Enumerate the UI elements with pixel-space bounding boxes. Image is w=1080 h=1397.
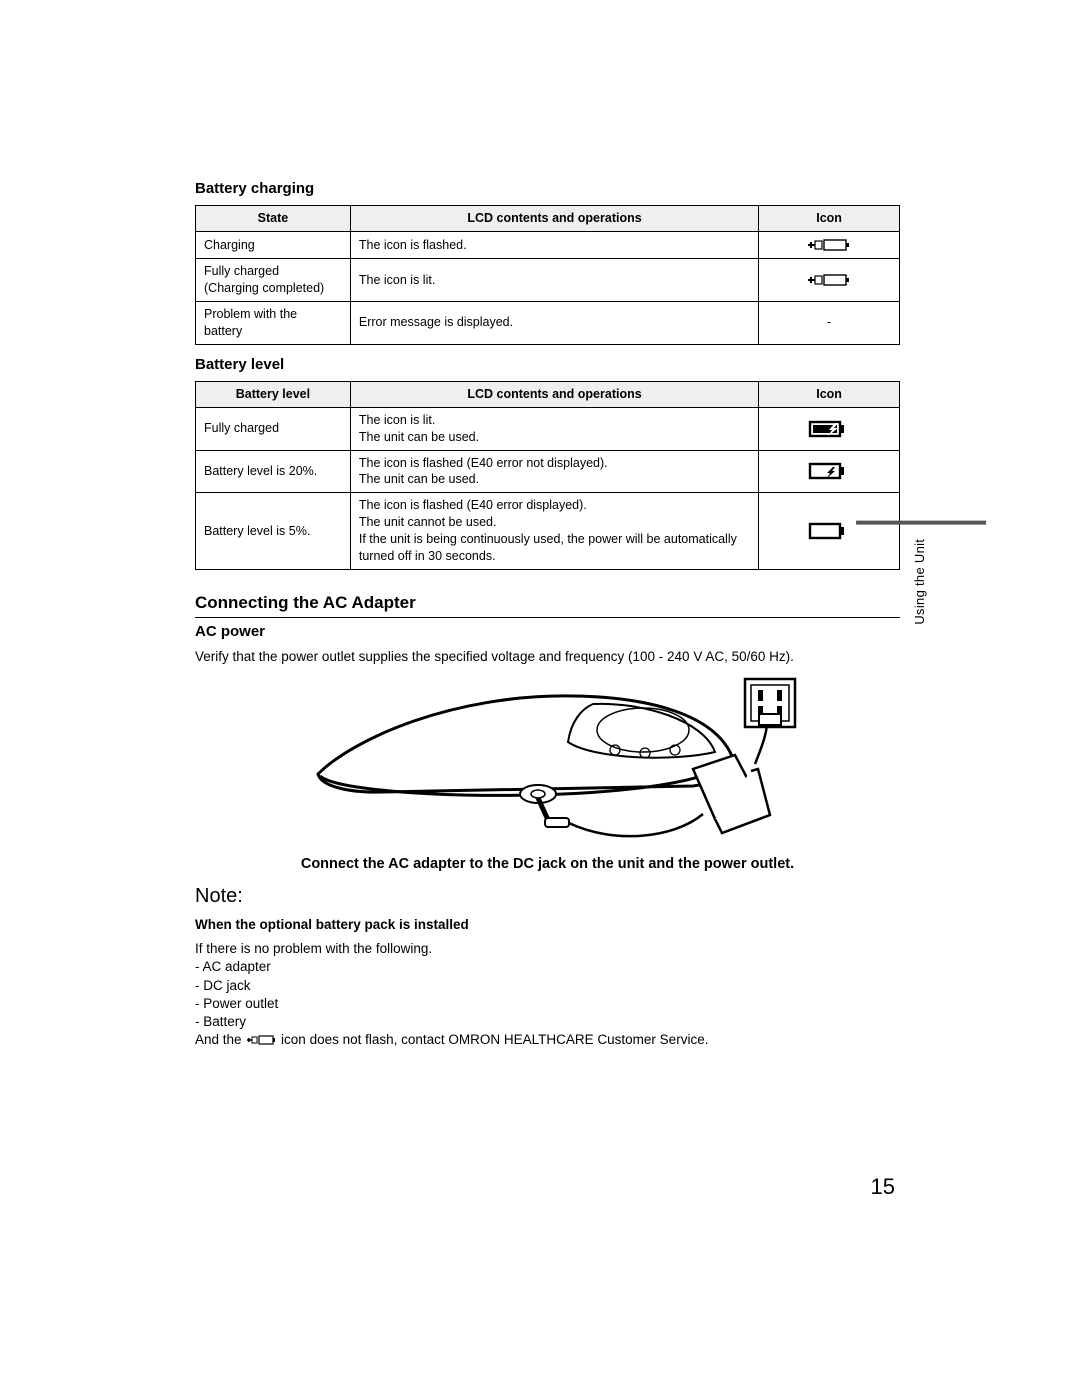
batt-empty-icon	[806, 522, 852, 540]
table-row: Battery level is 5%.The icon is flashed …	[196, 493, 900, 570]
page-number: 15	[871, 1172, 895, 1202]
table-row: Battery level is 20%.The icon is flashed…	[196, 450, 900, 493]
table-row: Fully charged(Charging completed)The ico…	[196, 259, 900, 302]
col-icon: Icon	[759, 206, 900, 232]
side-tab-label: Using the Unit	[911, 539, 929, 625]
col-level: Battery level	[196, 381, 351, 407]
battery-charging-heading: Battery charging	[195, 179, 900, 199]
list-item: - AC adapter	[195, 958, 900, 976]
col-state: State	[196, 206, 351, 232]
battery-charging-table: State LCD contents and operations Icon C…	[195, 205, 900, 344]
plug-battery-icon	[245, 1033, 277, 1047]
note-subheading: When the optional battery pack is instal…	[195, 916, 900, 934]
plug-batt-icon	[806, 271, 852, 289]
table-row: ChargingThe icon is flashed.	[196, 232, 900, 259]
battery-level-heading: Battery level	[195, 355, 900, 375]
note-list: - AC adapter- DC jack- Power outlet- Bat…	[195, 958, 900, 1031]
col-operations: LCD contents and operations	[350, 206, 758, 232]
ac-adapter-caption: Connect the AC adapter to the DC jack on…	[195, 855, 900, 875]
batt-full-icon	[806, 420, 852, 438]
list-item: - DC jack	[195, 977, 900, 995]
ac-adapter-heading: Connecting the AC Adapter	[195, 592, 900, 618]
list-item: - Battery	[195, 1013, 900, 1031]
plug-batt-icon	[806, 236, 852, 254]
page: Using the Unit Battery charging State LC…	[0, 0, 1080, 1397]
battery-level-table: Battery level LCD contents and operation…	[195, 381, 900, 570]
ac-power-heading: AC power	[195, 622, 900, 642]
note-label: Note:	[195, 883, 900, 910]
col-operations-2: LCD contents and operations	[350, 381, 758, 407]
table-row: Fully chargedThe icon is lit.The unit ca…	[196, 407, 900, 450]
ac-power-para: Verify that the power outlet supplies th…	[195, 648, 900, 666]
col-icon-2: Icon	[759, 381, 900, 407]
batt-low-icon	[806, 462, 852, 480]
table-row: Problem with thebatteryError message is …	[196, 301, 900, 344]
note-tail: And the icon does not flash, contact OMR…	[195, 1031, 900, 1049]
list-item: - Power outlet	[195, 995, 900, 1013]
note-intro: If there is no problem with the followin…	[195, 940, 900, 958]
ac-adapter-illustration	[195, 674, 900, 849]
